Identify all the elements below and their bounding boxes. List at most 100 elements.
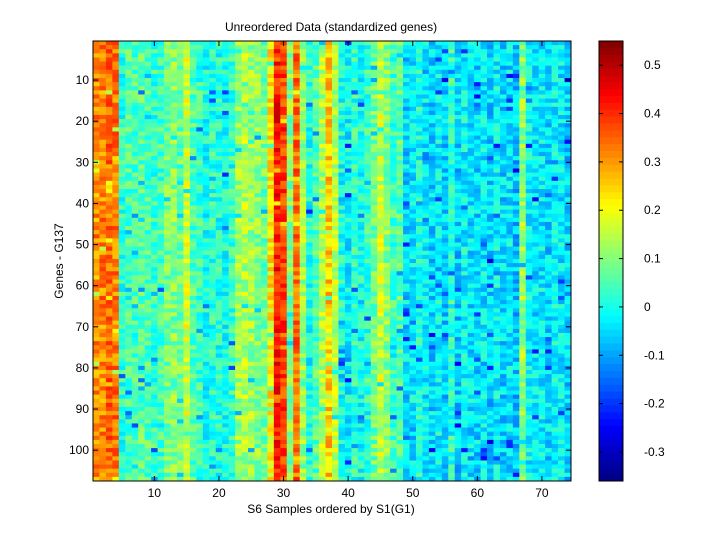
heatmap-cell [241, 86, 249, 91]
heatmap-cell [157, 386, 165, 391]
heatmap-cell [383, 135, 391, 141]
heatmap-cell [241, 238, 249, 243]
heatmap-cell [215, 374, 223, 379]
heatmap-cell [248, 345, 255, 350]
heatmap-cell [383, 49, 391, 54]
heatmap-cell [112, 254, 120, 260]
heatmap-cell [183, 341, 191, 346]
heatmap-cell [202, 271, 210, 276]
heatmap-cell [189, 217, 197, 223]
heatmap-cell [138, 341, 146, 346]
heatmap-cell [125, 341, 133, 346]
heatmap-cell [344, 201, 352, 206]
heatmap-cell [99, 230, 107, 235]
heatmap-cell [383, 73, 391, 79]
heatmap-cell [273, 275, 281, 280]
heatmap-cell [338, 250, 346, 256]
heatmap-cell [196, 295, 204, 301]
heatmap-cell [125, 41, 133, 46]
heatmap-cell [293, 411, 301, 416]
heatmap-cell [370, 230, 378, 235]
heatmap-cell [319, 263, 326, 268]
heatmap-cell [370, 201, 378, 206]
heatmap-cell [273, 283, 281, 289]
heatmap-cell [196, 291, 204, 297]
heatmap-cell [377, 110, 385, 116]
heatmap-cell [202, 180, 210, 186]
heatmap-cell [280, 448, 288, 453]
heatmap-cell [131, 217, 139, 223]
heatmap-cell [241, 53, 249, 58]
heatmap-cell [248, 341, 255, 346]
heatmap-cell [286, 193, 294, 198]
heatmap-cell [144, 312, 152, 317]
heatmap-cell [351, 217, 359, 223]
heatmap-cell [196, 106, 204, 112]
heatmap-cell [118, 53, 126, 58]
heatmap-cell [377, 263, 385, 268]
heatmap-cell [344, 143, 352, 149]
heatmap-cell [377, 115, 385, 120]
heatmap-cell [125, 139, 133, 145]
heatmap-cell [105, 106, 113, 112]
heatmap-cell [183, 349, 191, 354]
heatmap-cell [189, 415, 197, 420]
heatmap-cell [338, 189, 346, 194]
heatmap-cell [176, 279, 184, 285]
heatmap-cell [370, 193, 378, 198]
heatmap-cell [196, 390, 204, 396]
heatmap-cell [260, 189, 268, 194]
heatmap-cell [170, 246, 178, 252]
heatmap-cell [157, 406, 165, 412]
heatmap-cell [319, 213, 326, 219]
heatmap-cell [286, 176, 294, 182]
heatmap-cell [151, 193, 158, 198]
heatmap-cell [357, 361, 365, 367]
heatmap-cell [332, 304, 339, 309]
heatmap-cell [209, 61, 217, 67]
heatmap-cell [93, 332, 100, 338]
heatmap-cell [370, 320, 378, 326]
heatmap-cell [157, 94, 165, 99]
heatmap-cell [209, 254, 217, 260]
heatmap-cell [383, 246, 391, 252]
heatmap-cell [254, 353, 262, 359]
heatmap-cell [196, 53, 204, 58]
heatmap-cell [151, 73, 158, 79]
heatmap-cell [312, 131, 320, 136]
heatmap-cell [286, 123, 294, 128]
heatmap-cell [286, 213, 294, 219]
heatmap-cell [189, 452, 197, 457]
heatmap-cell [189, 78, 197, 83]
heatmap-cell [215, 106, 223, 112]
heatmap-cell [364, 65, 372, 71]
heatmap-cell [332, 411, 339, 416]
heatmap-cell [164, 242, 171, 248]
heatmap-cell [293, 226, 301, 231]
heatmap-cell [325, 476, 333, 482]
heatmap-cell [125, 230, 133, 235]
heatmap-cell [267, 164, 275, 169]
heatmap-cell [306, 226, 314, 231]
heatmap-cell [118, 160, 126, 165]
heatmap-cell [338, 332, 346, 338]
heatmap-cell [299, 172, 307, 178]
heatmap-cell [332, 94, 339, 99]
heatmap-cell [254, 275, 262, 280]
heatmap-cell [209, 135, 217, 141]
heatmap-cell [222, 242, 230, 248]
heatmap-cell [312, 332, 320, 338]
heatmap-cell [138, 476, 146, 482]
heatmap-cell [357, 57, 365, 62]
heatmap-cell [364, 94, 372, 99]
heatmap-cell [267, 143, 275, 149]
heatmap-cell [254, 476, 262, 482]
heatmap-cell [202, 448, 210, 453]
heatmap-cell [357, 73, 365, 79]
heatmap-cell [306, 246, 314, 252]
heatmap-cell [183, 106, 191, 112]
heatmap-cell [286, 341, 294, 346]
heatmap-cell [170, 439, 178, 445]
heatmap-cell [312, 61, 320, 67]
heatmap-cell [293, 197, 301, 202]
